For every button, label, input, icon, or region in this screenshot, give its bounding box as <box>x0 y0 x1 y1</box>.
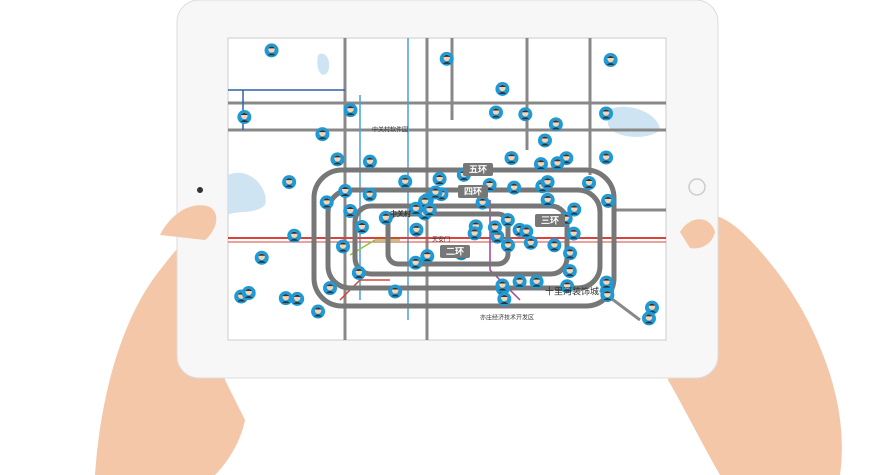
lake <box>228 172 266 215</box>
ring-sign <box>463 163 493 176</box>
camera <box>197 187 203 193</box>
metro-line <box>339 279 390 301</box>
person-marker <box>354 219 369 234</box>
person-marker <box>599 106 614 121</box>
person-marker <box>495 81 510 96</box>
lake <box>317 53 330 75</box>
person-marker <box>512 274 527 289</box>
map-screen: 五环 四环 三环 二环 中关村 天安门 中关村软件园 十里河装饰城 亦庄经济技术… <box>227 37 667 341</box>
person-marker <box>488 105 503 120</box>
person-marker <box>518 107 533 122</box>
person-marker <box>644 300 659 315</box>
person-marker <box>497 291 512 306</box>
person-marker <box>330 152 345 167</box>
person-marker <box>641 311 656 326</box>
place-label: 天安门 <box>432 236 450 244</box>
person-marker <box>529 274 544 289</box>
ring-sign <box>458 185 488 198</box>
place-label: 亦庄经济技术开发区 <box>480 314 534 322</box>
person-marker <box>311 304 326 319</box>
person-marker <box>398 174 413 189</box>
person-marker <box>600 288 615 303</box>
person-marker <box>343 204 358 219</box>
ring-label: 五环 <box>469 165 487 176</box>
person-marker <box>338 184 353 199</box>
person-marker <box>533 157 548 172</box>
person-marker <box>319 195 334 210</box>
person-marker <box>432 171 447 186</box>
person-marker <box>559 151 574 166</box>
person-marker <box>287 228 302 243</box>
person-marker <box>254 250 269 265</box>
person-marker <box>540 175 555 190</box>
person-marker <box>241 286 256 301</box>
person-marker <box>420 249 435 264</box>
ring-sign <box>440 245 470 258</box>
person-marker <box>540 192 555 207</box>
person-marker <box>475 195 490 210</box>
person-marker <box>537 133 552 148</box>
person-marker <box>362 187 377 202</box>
person-marker <box>343 103 358 118</box>
person-marker <box>409 222 424 237</box>
person-marker <box>504 151 519 166</box>
person-marker <box>582 176 597 191</box>
person-marker <box>603 53 618 68</box>
person-marker <box>362 154 377 169</box>
person-marker <box>566 226 581 241</box>
place-label: 中关村软件园 <box>372 126 408 134</box>
person-marker <box>336 239 351 254</box>
person-marker <box>562 264 577 279</box>
person-marker <box>599 150 614 165</box>
person-marker <box>282 175 297 190</box>
person-marker <box>523 235 538 250</box>
person-marker <box>315 127 330 142</box>
place-label: 十里河装饰城 <box>545 286 599 298</box>
person-marker <box>264 43 279 58</box>
home-button <box>688 178 706 196</box>
ring-label: 四环 <box>464 187 482 198</box>
person-marker <box>567 202 582 217</box>
person-marker <box>428 185 443 200</box>
person-marker <box>278 291 293 306</box>
left-thumb <box>160 205 217 240</box>
person-marker <box>560 279 575 294</box>
person-marker <box>500 213 515 228</box>
person-marker <box>439 51 454 66</box>
person-marker <box>378 210 393 225</box>
metro-line <box>349 239 400 256</box>
person-marker <box>507 180 522 195</box>
person-marker <box>388 284 403 299</box>
ring-road <box>352 203 570 277</box>
person-marker <box>519 224 534 239</box>
person-marker <box>290 291 305 306</box>
person-marker <box>500 238 515 253</box>
person-marker <box>601 193 616 208</box>
person-marker <box>550 156 565 171</box>
ring-label: 三环 <box>541 216 559 227</box>
place-label: 中关村 <box>390 209 411 218</box>
person-marker <box>351 265 366 280</box>
person-marker <box>408 201 423 216</box>
ring-label: 二环 <box>446 247 464 258</box>
person-marker <box>495 278 510 293</box>
person-marker <box>422 203 437 218</box>
person-marker <box>547 238 562 253</box>
person-marker <box>548 117 563 132</box>
person-marker <box>599 275 614 290</box>
person-marker <box>408 255 423 270</box>
ring-sign <box>535 214 565 227</box>
person-marker <box>237 110 252 125</box>
person-marker <box>467 226 482 241</box>
person-marker <box>563 246 578 261</box>
person-marker <box>323 281 338 296</box>
person-marker <box>487 220 502 235</box>
right-thumb <box>680 219 715 249</box>
